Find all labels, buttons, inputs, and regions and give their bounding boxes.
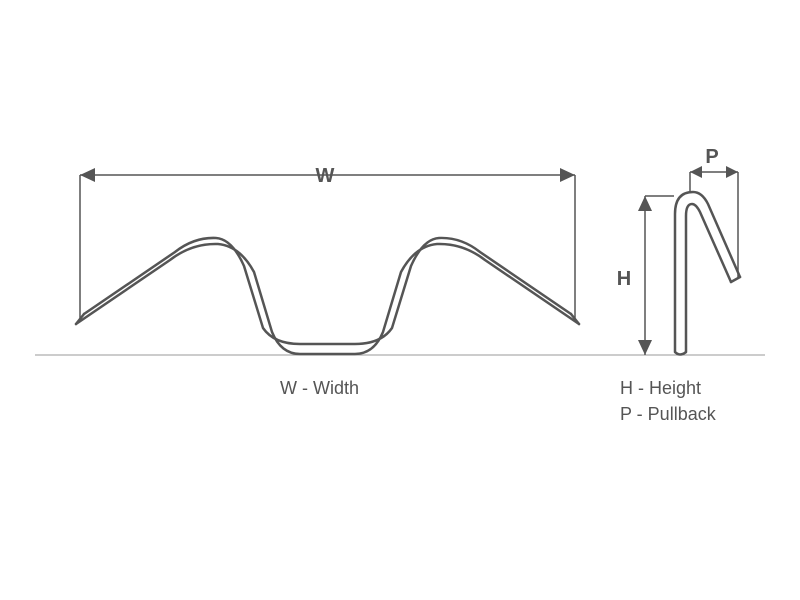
pullback-label: P (705, 146, 718, 168)
legend-height: H - Height (620, 378, 701, 398)
front-view-handlebar (76, 238, 579, 354)
diagram-svg: W H (0, 0, 800, 600)
legend-pullback: P - Pullback (620, 404, 717, 424)
height-dimension: H (617, 196, 674, 355)
width-label: W (316, 165, 335, 187)
height-label: H (617, 268, 631, 290)
handlebar-diagram: W H (0, 0, 800, 600)
width-dimension: W (80, 150, 575, 320)
legend-width: W - Width (280, 378, 359, 398)
side-view-handlebar (675, 192, 740, 355)
